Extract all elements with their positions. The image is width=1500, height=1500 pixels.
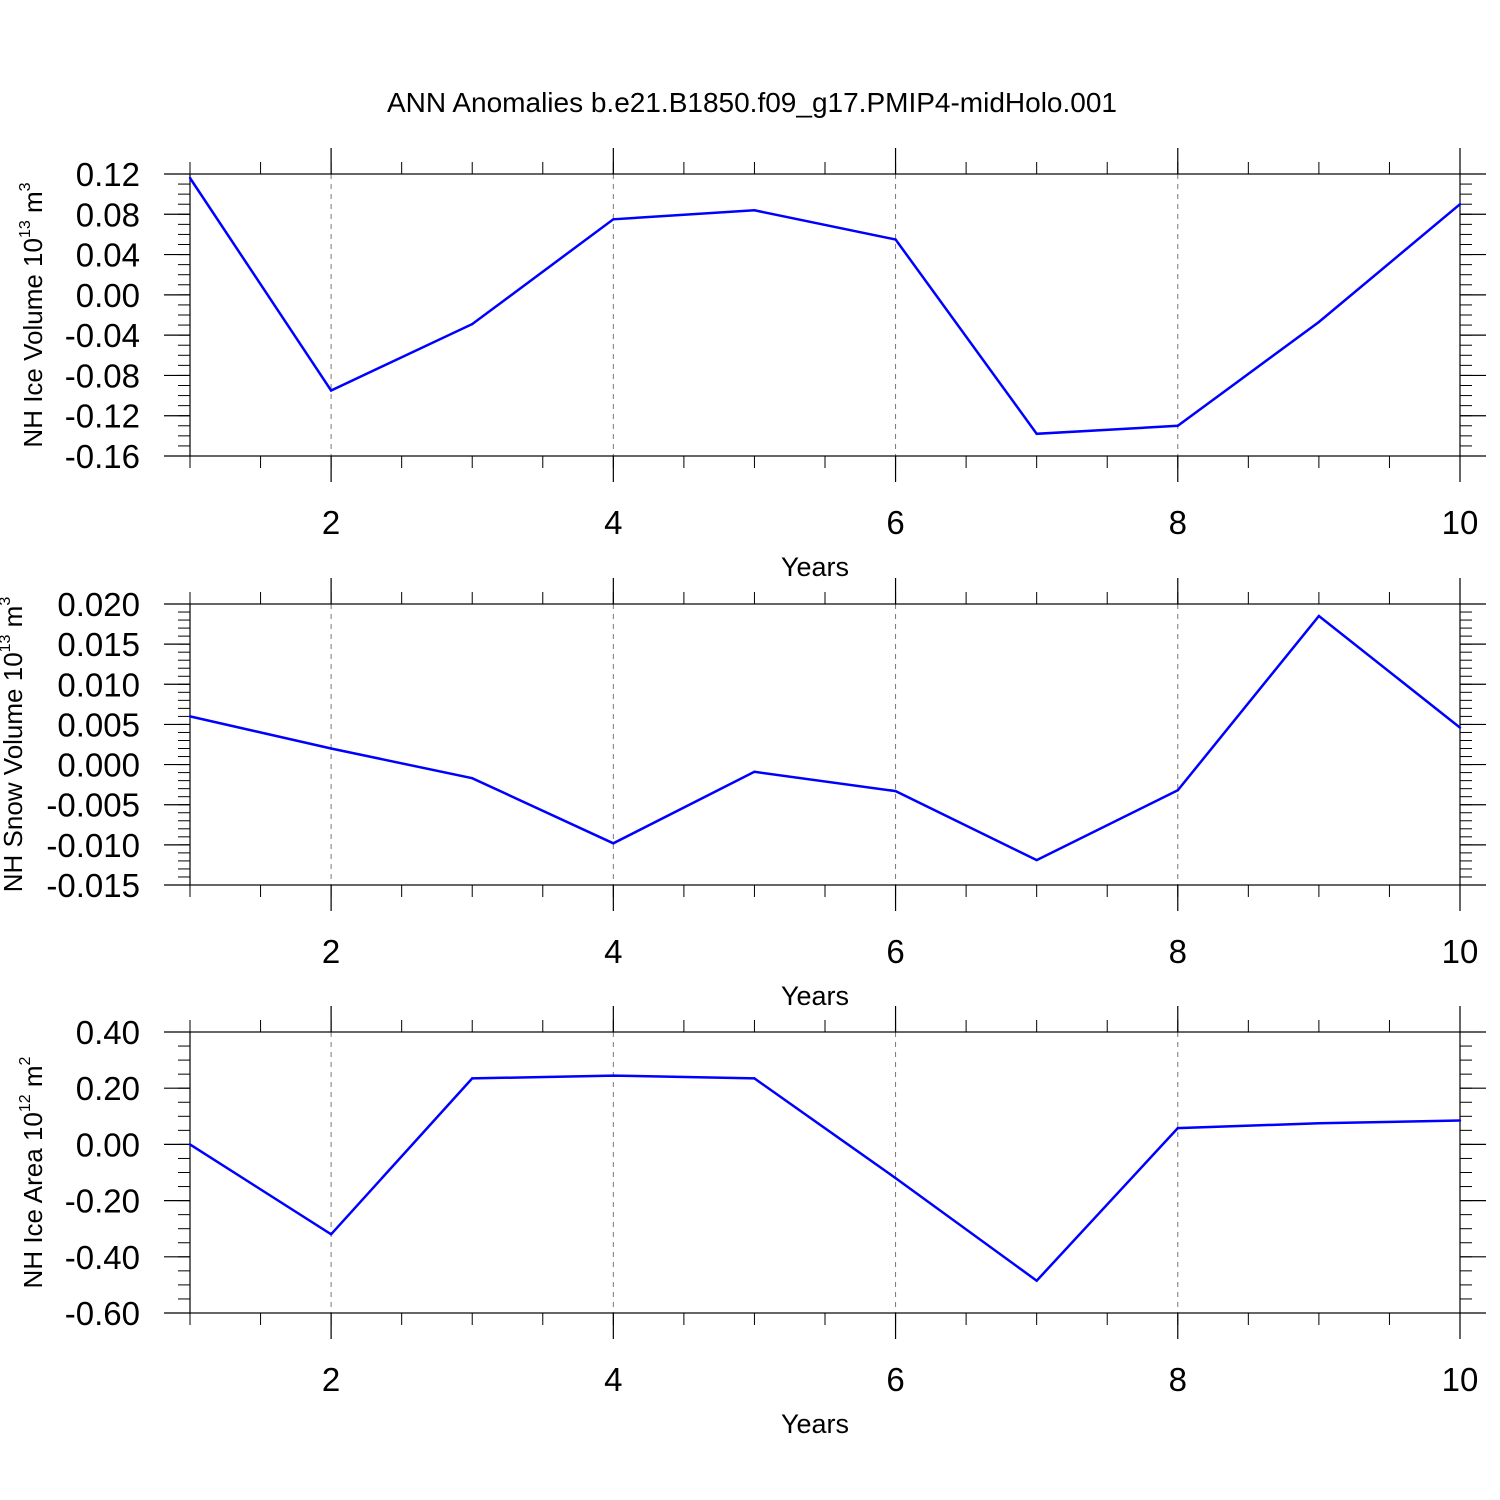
y-tick-label: -0.04 xyxy=(65,317,140,354)
data-point xyxy=(894,238,897,241)
y-axis-label-exponent: 13 xyxy=(0,634,14,652)
y-tick-label: -0.015 xyxy=(46,867,140,904)
data-point xyxy=(1035,1279,1038,1282)
data-point xyxy=(329,747,333,750)
y-tick-label: 0.00 xyxy=(76,277,140,314)
data-point xyxy=(1458,203,1462,206)
y-tick-label: -0.40 xyxy=(65,1239,140,1276)
data-point xyxy=(753,1077,756,1080)
y-axis-label-text: NH Ice Volume 10 xyxy=(18,238,48,448)
y-tick-label: 0.20 xyxy=(76,1070,140,1107)
series-line xyxy=(189,1074,1461,1283)
data-point xyxy=(894,1176,897,1180)
x-tick-label: 8 xyxy=(1169,504,1187,541)
x-tick-label: 6 xyxy=(886,504,904,541)
y-axis-label-exponent: 13 xyxy=(17,220,34,238)
y-tick-label: 0.00 xyxy=(76,1126,140,1163)
x-tick-label: 6 xyxy=(886,1361,904,1398)
y-tick-label: 0.08 xyxy=(76,196,140,233)
data-point xyxy=(329,389,333,392)
data-point xyxy=(329,1233,333,1236)
data-point xyxy=(1035,858,1038,862)
data-point xyxy=(612,842,615,845)
y-tick-label: 0.010 xyxy=(57,666,140,703)
y-tick-label: -0.005 xyxy=(46,787,140,824)
data-point xyxy=(1317,1122,1321,1125)
data-point xyxy=(471,777,474,780)
data-point xyxy=(1176,1126,1179,1130)
data-point xyxy=(471,1077,474,1080)
y-tick-label: -0.08 xyxy=(65,357,140,394)
y-axis-label-text: NH Ice Area 10 xyxy=(18,1112,48,1288)
data-point xyxy=(471,322,474,326)
x-tick-label: 8 xyxy=(1169,933,1187,970)
data-point xyxy=(1458,726,1462,729)
data-point xyxy=(1176,424,1179,427)
x-tick-label: 4 xyxy=(604,933,622,970)
series-line xyxy=(189,614,1461,862)
data-point xyxy=(1317,614,1321,618)
data-point xyxy=(753,770,756,773)
y-axis-label-unit-exponent: 2 xyxy=(17,1056,34,1065)
y-tick-label: -0.010 xyxy=(46,827,140,864)
panel-ice-area: 2 4 6 8 10 0.40 0.20 0.00 -0.20 -0.40 -0.60 Years NH… xyxy=(17,1006,1486,1439)
x-tick-label: 10 xyxy=(1442,504,1479,541)
data-point xyxy=(753,209,756,212)
y-tick-label: -0.60 xyxy=(65,1295,140,1332)
y-axis-label-unit: m xyxy=(0,606,28,635)
data-point xyxy=(1035,432,1038,436)
y-tick-label: 0.12 xyxy=(76,156,140,193)
y-axis-label: NH Ice Area 1012 m2 xyxy=(17,1056,48,1288)
y-tick-label: 0.000 xyxy=(57,747,140,784)
y-tick-label: 0.020 xyxy=(57,586,140,623)
x-tick-label: 4 xyxy=(604,504,622,541)
x-tick-label: 4 xyxy=(604,1361,622,1398)
y-axis-label-unit: m xyxy=(18,1065,48,1094)
data-point xyxy=(1176,789,1179,792)
plot-frame xyxy=(189,603,1461,886)
y-axis-label: NH Snow Volume 1013 m3 xyxy=(0,597,28,893)
y-tick-label: 0.40 xyxy=(76,1014,140,1051)
y-axis-label-unit: m xyxy=(18,191,48,220)
x-axis-label: Years xyxy=(781,981,849,1011)
plot-frame xyxy=(189,1031,1461,1314)
series-line xyxy=(188,177,1461,436)
x-axis-label: Years xyxy=(781,552,849,582)
y-tick-label: -0.12 xyxy=(65,398,140,435)
x-tick-label: 10 xyxy=(1442,933,1479,970)
y-tick-label: 0.04 xyxy=(76,237,140,274)
data-point xyxy=(188,176,192,180)
data-point xyxy=(188,1143,192,1146)
data-point xyxy=(1458,1119,1462,1122)
x-tick-label: 2 xyxy=(322,933,340,970)
y-tick-label: 0.005 xyxy=(57,706,140,743)
x-tick-label: 6 xyxy=(886,933,904,970)
y-tick-label: -0.20 xyxy=(65,1183,140,1220)
y-tick-label: -0.16 xyxy=(65,438,140,475)
x-tick-label: 2 xyxy=(322,504,340,541)
data-point xyxy=(188,715,192,718)
y-axis-label-text: NH Snow Volume 10 xyxy=(0,652,28,892)
x-tick-label: 10 xyxy=(1442,1361,1479,1398)
plot-frame xyxy=(189,173,1461,457)
data-point xyxy=(894,789,897,793)
panel-ice-volume: 2 4 6 8 10 0.120.08 0.040.00-0.04-0.08 -0.12-0.… xyxy=(17,148,1486,582)
y-axis-label-exponent: 12 xyxy=(17,1094,34,1112)
data-point xyxy=(1317,320,1321,324)
y-axis-label: NH Ice Volume 1013 m3 xyxy=(17,182,48,447)
y-axis-label-unit-exponent: 3 xyxy=(17,182,34,191)
panel-snow-volume: 2 4 6 8 100.0200.0150.0100.0050.000-0.005-0.… xyxy=(0,578,1486,1011)
data-point xyxy=(612,218,615,221)
x-tick-label: 8 xyxy=(1169,1361,1187,1398)
figure-title: ANN Anomalies b.e21.B1850.f09_g17.PMIP4-… xyxy=(387,87,1117,118)
data-point xyxy=(612,1074,615,1077)
y-tick-label: 0.015 xyxy=(57,626,140,663)
x-tick-label: 2 xyxy=(322,1361,340,1398)
x-axis-label: Years xyxy=(781,1409,849,1439)
y-axis-label-unit-exponent: 3 xyxy=(0,597,14,606)
